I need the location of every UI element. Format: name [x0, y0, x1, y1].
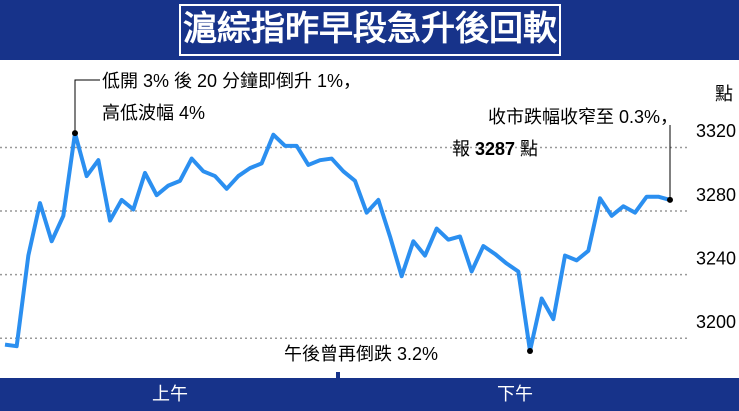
annotation: 高低波幅 4% — [102, 103, 205, 123]
annotation: 報 3287 點 — [452, 139, 538, 159]
annotation: 午後曾再倒跌 3.2% — [284, 344, 438, 364]
annotation-part: 報 — [452, 139, 470, 159]
y-tick-label: 3200 — [696, 312, 736, 332]
leader-dot — [667, 196, 673, 203]
x-tick-label: 上午 — [152, 384, 188, 404]
annotation-part: 3287 — [475, 139, 515, 159]
annotation-part: 點 — [520, 139, 538, 159]
leader-line — [74, 79, 100, 134]
chart-title: 滬綜指昨早段急升後回軟 — [183, 9, 558, 48]
y-tick-label: 3320 — [696, 121, 736, 141]
leader-dot — [527, 347, 533, 354]
x-tick-label: 下午 — [497, 384, 533, 404]
x-axis-bar — [0, 378, 739, 411]
y-tick-label: 3240 — [696, 248, 736, 268]
title-box — [179, 4, 561, 56]
x-divider — [336, 372, 340, 382]
line — [4, 131, 671, 353]
leader-dot — [72, 130, 78, 137]
y-axis-label: 點 — [715, 84, 733, 104]
y-tick-label: 3280 — [696, 185, 736, 205]
annotation: 低開 3% 後 20 分鐘即倒升 1%， — [102, 71, 361, 91]
annotation: 收市跌幅收窄至 0.3%， — [488, 107, 678, 127]
